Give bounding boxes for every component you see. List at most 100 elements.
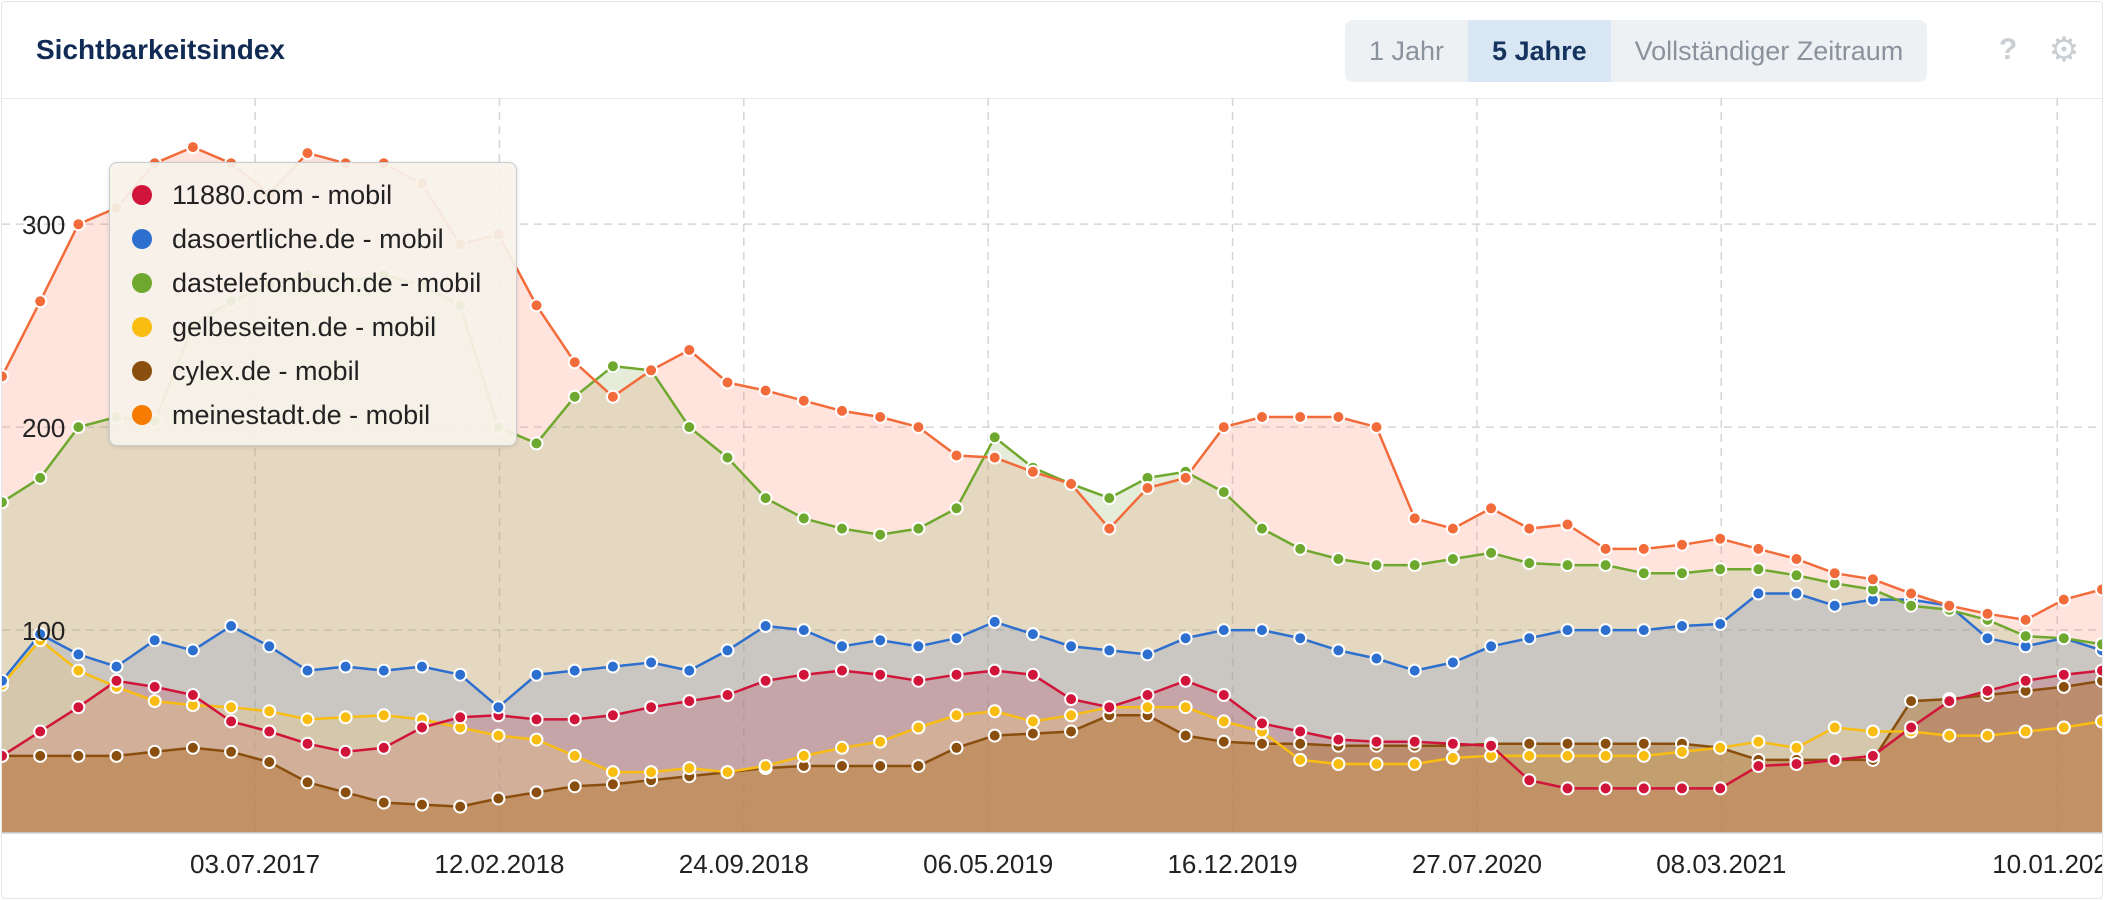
- data-point: [796, 393, 811, 408]
- data-point: [2018, 673, 2033, 688]
- data-point: [873, 667, 888, 682]
- data-point: [1216, 734, 1231, 749]
- data-point: [758, 619, 773, 633]
- data-point: [262, 704, 277, 719]
- data-point: [720, 643, 735, 658]
- data-point: [1445, 521, 1460, 536]
- legend-marker-gelbeseiten: [132, 317, 152, 337]
- help-icon[interactable]: ?: [1998, 33, 2018, 66]
- data-point: [1216, 420, 1231, 435]
- data-point: [109, 748, 124, 763]
- data-point: [873, 410, 888, 424]
- data-point: [605, 389, 620, 404]
- data-point: [873, 633, 888, 648]
- data-point: [1751, 586, 1766, 601]
- data-point: [1865, 572, 1880, 587]
- data-point: [758, 383, 773, 398]
- data-point: [1522, 773, 1537, 788]
- data-point: [949, 501, 964, 516]
- legend-item-meinestadt[interactable]: meinestadt.de - mobil: [130, 393, 430, 437]
- data-point: [758, 673, 773, 688]
- data-point: [911, 759, 926, 773]
- legend-item-11880[interactable]: 11880.com - mobil: [130, 173, 392, 217]
- card-title: Sichtbarkeitsindex: [36, 34, 285, 65]
- data-point: [1598, 736, 1613, 751]
- data-point: [185, 643, 200, 658]
- data-point: [1407, 558, 1422, 573]
- data-point: [2056, 667, 2071, 682]
- data-point: [1369, 651, 1384, 666]
- data-point: [1178, 728, 1193, 743]
- data-point: [529, 712, 544, 727]
- data-point: [1560, 748, 1575, 763]
- data-point: [2, 495, 9, 510]
- data-point: [1255, 736, 1269, 751]
- data-point: [1407, 757, 1422, 771]
- data-point: [1064, 639, 1079, 654]
- data-point: [1178, 673, 1193, 688]
- data-point: [1293, 631, 1308, 646]
- data-point: [338, 659, 353, 674]
- data-point: [529, 436, 544, 451]
- data-point: [147, 694, 162, 709]
- legend-item-dastelefonbuch[interactable]: dastelefonbuch.de - mobil: [130, 261, 481, 305]
- data-point: [911, 720, 926, 735]
- data-point: [835, 759, 849, 773]
- data-point: [1713, 562, 1728, 577]
- data-point: [1407, 663, 1422, 678]
- legend-item-dasoertliche[interactable]: dasoertliche.de - mobil: [130, 217, 444, 261]
- data-point: [605, 777, 620, 792]
- data-point: [682, 694, 697, 709]
- data-point: [682, 343, 697, 357]
- data-point: [605, 359, 620, 374]
- data-point: [453, 710, 468, 725]
- data-point: [147, 633, 162, 648]
- data-point: [1484, 639, 1499, 654]
- chart-legend: 11880.com - mobil dasoertliche.de - mobi…: [109, 162, 517, 446]
- range-1-year-button[interactable]: 1 Jahr: [1369, 36, 1445, 66]
- data-point: [1713, 740, 1728, 755]
- data-point: [835, 521, 849, 536]
- data-point: [1293, 410, 1308, 424]
- data-point: [2018, 612, 2033, 627]
- data-point: [1102, 700, 1117, 715]
- data-point: [1675, 744, 1689, 759]
- area-series-5: [2, 147, 2102, 834]
- range-5-years-button[interactable]: 5 Jahre: [1468, 20, 1611, 82]
- data-point: [338, 744, 353, 759]
- range-button-group: 1 Jahr 5 Jahre Vollständiger Zeitraum: [1345, 20, 1928, 82]
- gear-icon[interactable]: ⚙: [2048, 31, 2080, 69]
- data-point: [33, 470, 48, 485]
- data-point: [109, 659, 124, 674]
- data-point: [2056, 592, 2071, 607]
- data-point: [720, 688, 735, 702]
- data-point: [2018, 629, 2033, 644]
- data-point: [644, 655, 659, 670]
- legend-item-cylex[interactable]: cylex.de - mobil: [130, 349, 360, 393]
- x-tick-label: 12.02.2018: [434, 849, 564, 879]
- data-point: [1789, 552, 1804, 566]
- data-point: [1942, 598, 1957, 613]
- data-point: [1102, 491, 1117, 506]
- data-point: [1445, 552, 1460, 566]
- data-point: [1827, 752, 1842, 767]
- data-point: [415, 659, 429, 674]
- data-point: [873, 527, 888, 542]
- data-point: [71, 217, 86, 232]
- range-full-period-button[interactable]: Vollständiger Zeitraum: [1634, 36, 1904, 66]
- data-point: [1178, 631, 1193, 646]
- data-point: [1827, 566, 1842, 581]
- data-point: [720, 375, 735, 390]
- data-point: [415, 797, 429, 812]
- data-point: [605, 659, 620, 674]
- data-point: [949, 740, 964, 755]
- data-point: [1636, 566, 1651, 581]
- card-header: Sichtbarkeitsindex 1 Jahr 5 Jahre Vollst…: [2, 2, 2102, 99]
- data-point: [1942, 728, 1957, 743]
- data-point: [1216, 714, 1231, 729]
- data-point: [1369, 734, 1384, 749]
- data-point: [796, 748, 811, 763]
- data-point: [71, 700, 86, 715]
- legend-item-gelbeseiten[interactable]: gelbeseiten.de - mobil: [130, 305, 436, 349]
- data-point: [873, 734, 888, 749]
